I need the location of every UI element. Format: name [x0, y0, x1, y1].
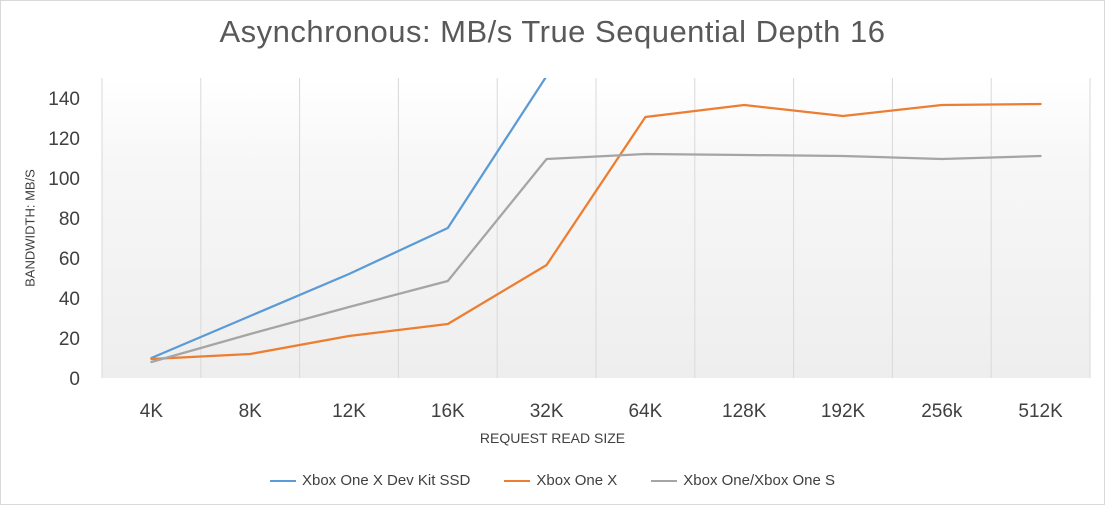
y-tick-label: 60	[59, 249, 80, 270]
x-tick-label: 8K	[239, 401, 263, 422]
x-tick-label: 256k	[921, 401, 963, 422]
legend-swatch	[269, 479, 296, 482]
y-tick-label: 20	[59, 329, 80, 350]
y-tick-label: 80	[59, 209, 80, 230]
series-line-xbox-one-x	[150, 102, 1042, 361]
legend-label: Xbox One X	[536, 472, 618, 489]
legend-swatch	[651, 479, 678, 482]
legend: Xbox One X Dev Kit SSD Xbox One X Xbox One…	[0, 472, 1105, 489]
x-axis-title: REQUEST READ SIZE	[479, 430, 626, 446]
legend-item: Xbox One X	[504, 472, 617, 489]
legend-label: Xbox One/Xbox One S	[683, 472, 836, 489]
chart-title: Asynchronous: MB/s True Sequential Depth…	[219, 14, 886, 49]
y-tick-label: 100	[48, 169, 80, 190]
x-tick-label: 16K	[431, 401, 465, 422]
x-tick-label: 4K	[140, 401, 164, 422]
legend-item: Xbox One X Dev Kit SSD	[269, 472, 471, 489]
series-line-xbox-one-xbox-one-s	[150, 152, 1042, 364]
y-tick-label: 140	[48, 89, 80, 110]
y-tick-label: 0	[69, 369, 80, 390]
legend-label: Xbox One X Dev Kit SSD	[301, 472, 471, 489]
legend-swatch	[504, 479, 531, 482]
x-tick-label: 64K	[628, 401, 662, 422]
x-tick-label: 12K	[332, 401, 366, 422]
y-tick-label: 40	[59, 289, 80, 310]
x-tick-label: 128K	[722, 401, 767, 422]
series-line-xbox-one-x-dev-kit-ssd	[150, 78, 547, 360]
x-tick-label: 32K	[530, 401, 564, 422]
x-tick-label: 512K	[1018, 401, 1063, 422]
y-tick-label: 120	[48, 129, 80, 150]
x-tick-label: 192K	[821, 401, 866, 422]
legend-item: Xbox One/Xbox One S	[651, 472, 835, 489]
